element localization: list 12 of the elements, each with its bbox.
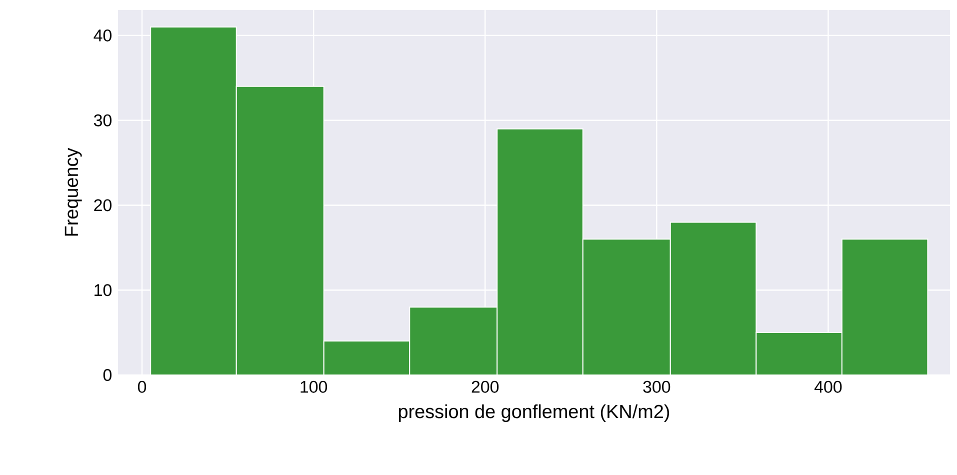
x-tick-label: 400	[814, 380, 842, 393]
y-tick-label: 40	[94, 29, 112, 42]
y-tick-label: 0	[103, 369, 112, 381]
x-tick-label: 300	[643, 380, 670, 393]
y-tick-label: 20	[94, 199, 112, 212]
x-tick-label: 100	[300, 380, 328, 393]
y-tick-label: 30	[94, 114, 112, 126]
x-tick-label: 200	[472, 380, 499, 393]
x-axis-title: pression de gonflement (KN/m2)	[398, 404, 670, 422]
x-tick-label: 0	[138, 380, 146, 393]
y-axis-title: Frequency	[64, 148, 82, 236]
y-tick-label: 10	[94, 284, 112, 296]
